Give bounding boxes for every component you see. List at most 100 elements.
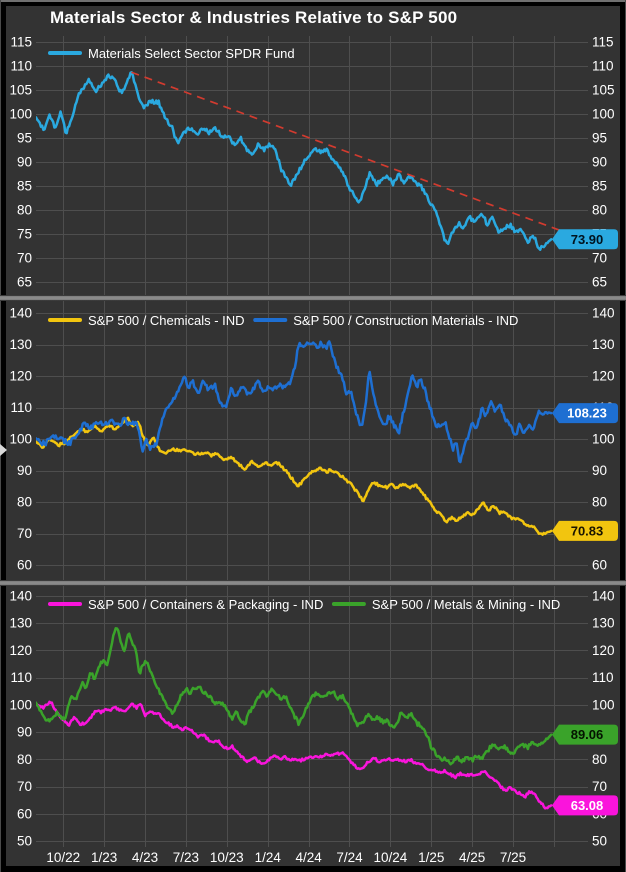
series-line-1 (36, 700, 553, 810)
x-label: 10/22 (46, 850, 80, 865)
y-label-left: 100 (9, 107, 32, 122)
last-value-badge-1: 70.83 (552, 520, 618, 541)
y-label-right: 50 (592, 834, 607, 849)
series-layer (36, 71, 553, 251)
legend[interactable]: S&P 500 / Chemicals - IND S&P 500 / Const… (48, 313, 518, 328)
badge-value: 89.06 (571, 727, 604, 742)
legend-label-1[interactable]: S&P 500 / Containers & Packaging - IND (88, 597, 323, 612)
y-label-left: 60 (17, 558, 32, 573)
y-label-left: 95 (17, 131, 32, 146)
last-value-badge-1: 63.08 (552, 795, 618, 816)
collapse-arrow-icon[interactable] (0, 444, 7, 456)
y-label-right: 90 (592, 463, 607, 478)
x-label: 10/24 (373, 850, 407, 865)
downtrend-line (131, 71, 563, 232)
y-label-left: 70 (17, 526, 32, 541)
badge-value: 73.90 (571, 232, 604, 247)
y-label-right: 100 (592, 697, 615, 712)
series-line-2 (36, 340, 553, 464)
y-label-left: 70 (17, 779, 32, 794)
y-label-right: 140 (592, 306, 615, 321)
y-axis-labels: 1401401301301201201101101001009090808070… (9, 589, 614, 849)
legend[interactable]: S&P 500 / Containers & Packaging - IND S&… (48, 597, 560, 612)
panel-chemicals-construction-chart[interactable]: 1401401301301201201101101001009090808070… (6, 301, 620, 581)
y-label-right: 105 (592, 83, 615, 98)
y-label-right: 140 (592, 589, 615, 604)
y-label-right: 110 (592, 59, 614, 74)
y-label-right: 130 (592, 616, 615, 631)
series-line-1 (36, 71, 553, 251)
y-label-right: 70 (592, 251, 607, 266)
panel-spdr-fund-chart[interactable]: 115 115 110 110 105 105 100 100 95 95 90 90 85 85 80 80… (6, 6, 620, 296)
x-label: 7/24 (336, 850, 363, 865)
y-label-right: 130 (592, 337, 615, 352)
y-label-left: 65 (17, 275, 32, 290)
vertical-gridlines (63, 586, 555, 847)
y-label-left: 100 (9, 432, 32, 447)
legend-label-2[interactable]: S&P 500 / Metals & Mining - IND (372, 597, 560, 612)
y-label-right: 65 (592, 275, 607, 290)
y-label-left: 130 (9, 616, 32, 631)
x-label: 1/24 (255, 850, 282, 865)
legend-label-1[interactable]: Materials Select Sector SPDR Fund (88, 46, 295, 61)
chart-svg-top: 115 115 110 110 105 105 100 100 95 95 90 90 85 85 80 80… (6, 6, 620, 296)
y-label-right: 100 (592, 432, 615, 447)
y-label-right: 110 (592, 670, 614, 685)
legend-label-1[interactable]: S&P 500 / Chemicals - IND (88, 313, 245, 328)
y-label-right: 80 (592, 752, 607, 767)
y-label-right: 120 (592, 643, 615, 658)
panel-background (6, 586, 620, 866)
y-label-left: 90 (17, 463, 32, 478)
y-label-left: 105 (9, 83, 32, 98)
x-label: 7/23 (173, 850, 199, 865)
y-label-left: 140 (9, 589, 32, 604)
horizontal-gridlines (36, 596, 588, 842)
chart-svg-bottom: 1401401301301201201101101001009090808070… (6, 586, 620, 866)
badge-value: 63.08 (571, 798, 604, 813)
y-label-left: 140 (9, 306, 32, 321)
y-label-left: 100 (9, 697, 32, 712)
series-layer (36, 627, 553, 810)
y-label-right: 90 (592, 155, 607, 170)
y-label-left: 50 (17, 834, 32, 849)
y-label-right: 85 (592, 179, 607, 194)
legend[interactable]: Materials Select Sector SPDR Fund (48, 46, 295, 61)
y-label-right: 120 (592, 369, 615, 384)
badge-value: 108.23 (567, 406, 607, 421)
y-label-left: 110 (10, 670, 32, 685)
y-label-left: 85 (17, 179, 32, 194)
y-label-left: 80 (17, 203, 32, 218)
y-label-left: 110 (10, 59, 32, 74)
x-label: 4/23 (132, 850, 158, 865)
badge-arrow (552, 229, 618, 250)
x-label: 7/25 (500, 850, 526, 865)
legend-label-2[interactable]: S&P 500 / Construction Materials - IND (293, 313, 518, 328)
x-axis-labels: 10/22 1/23 4/23 7/23 10/23 1/24 4/24 7/24 10/24 1… (46, 850, 526, 865)
x-label: 1/23 (91, 850, 117, 865)
y-label-left: 110 (10, 400, 32, 415)
panel-containers-metals-chart[interactable]: 1401401301301201201101101001009090808070… (6, 586, 620, 866)
y-label-right: 115 (592, 35, 614, 50)
y-label-left: 90 (17, 725, 32, 740)
y-label-right: 95 (592, 131, 607, 146)
y-axis-labels: 115 115 110 110 105 105 100 100 95 95 90 90 85 85 80 80… (9, 35, 614, 290)
x-label: 1/25 (418, 850, 444, 865)
badge-arrow (552, 520, 618, 541)
window-left-edge (0, 0, 1, 872)
last-value-badge-2: 108.23 (552, 403, 618, 424)
panel-divider[interactable] (0, 295, 626, 301)
badge-arrow (552, 724, 618, 745)
badge-arrow (552, 795, 618, 816)
y-label-left: 80 (17, 495, 32, 510)
panel-divider[interactable] (0, 580, 626, 586)
y-label-right: 80 (592, 203, 607, 218)
y-label-left: 60 (17, 806, 32, 821)
badge-value: 70.83 (571, 523, 604, 538)
y-label-right: 80 (592, 495, 607, 510)
y-label-left: 70 (17, 251, 32, 266)
y-label-left: 90 (17, 155, 32, 170)
last-value-badge-1: 73.90 (552, 229, 618, 250)
x-label: 10/23 (210, 850, 244, 865)
chart-title: Materials Sector & Industries Relative t… (50, 8, 458, 27)
